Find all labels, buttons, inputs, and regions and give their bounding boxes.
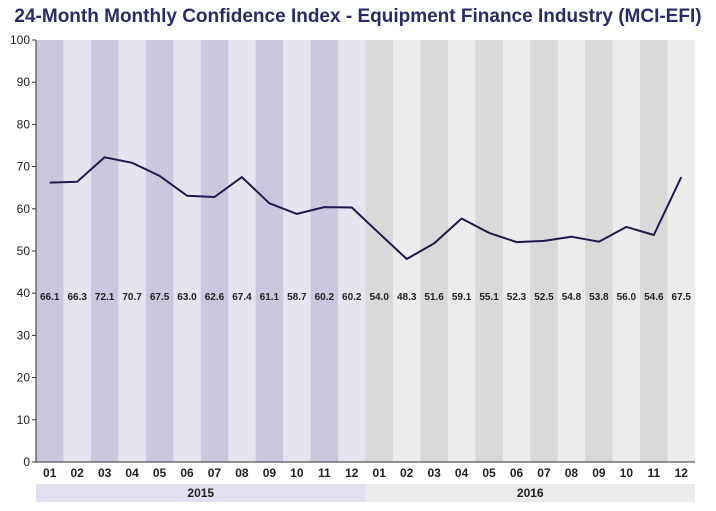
x-tick-label: 01 bbox=[373, 466, 387, 480]
x-tick-label: 11 bbox=[318, 466, 331, 480]
x-tick-label: 01 bbox=[43, 466, 57, 480]
data-label: 54.6 bbox=[644, 292, 664, 303]
series-line-group bbox=[49, 156, 683, 260]
month-band bbox=[557, 40, 586, 462]
data-label: 59.1 bbox=[452, 292, 472, 303]
month-band bbox=[365, 40, 394, 462]
month-bands bbox=[36, 40, 696, 462]
x-axis: 01 02 03 04 05 06 07 08 09 10 11 12 01 02 03 04 05 06 07 08… bbox=[36, 461, 695, 480]
x-tick-label: 08 bbox=[235, 466, 249, 480]
month-band bbox=[310, 40, 339, 462]
data-label: 67.4 bbox=[232, 292, 252, 303]
x-tick-label: 07 bbox=[208, 466, 222, 480]
data-label: 66.3 bbox=[67, 292, 87, 303]
month-band bbox=[118, 40, 147, 462]
x-tick-label: 02 bbox=[400, 466, 414, 480]
data-label: 63.0 bbox=[177, 292, 197, 303]
series-line bbox=[49, 156, 683, 260]
month-band bbox=[90, 40, 119, 462]
x-tick-label: 06 bbox=[510, 466, 524, 480]
month-band bbox=[475, 40, 504, 462]
x-tick-label: 06 bbox=[180, 466, 194, 480]
data-label: 61.1 bbox=[260, 292, 280, 303]
month-band bbox=[283, 40, 311, 462]
data-label: 52.5 bbox=[534, 292, 554, 303]
data-label: 67.5 bbox=[672, 292, 692, 303]
month-band bbox=[420, 40, 449, 462]
y-tick-label: 100 bbox=[10, 33, 30, 47]
month-band bbox=[502, 40, 531, 462]
month-band bbox=[200, 40, 229, 462]
x-tick-label: 05 bbox=[482, 466, 496, 480]
x-tick-label: 04 bbox=[455, 466, 469, 480]
x-tick-label: 11 bbox=[647, 466, 660, 480]
data-label: 55.1 bbox=[479, 292, 499, 303]
x-tick-label: 12 bbox=[345, 466, 359, 480]
y-tick-label: 40 bbox=[17, 286, 31, 300]
data-label: 62.6 bbox=[205, 292, 225, 303]
y-tick-label: 70 bbox=[17, 160, 31, 174]
data-label: 56.0 bbox=[617, 292, 637, 303]
month-band bbox=[145, 40, 174, 462]
year-bar bbox=[36, 484, 366, 502]
x-tick-label: 05 bbox=[153, 466, 167, 480]
chart-title: 24-Month Monthly Confidence Index - Equi… bbox=[14, 6, 702, 27]
x-tick-label: 02 bbox=[71, 466, 85, 480]
month-band bbox=[530, 40, 559, 462]
data-label: 54.0 bbox=[369, 292, 389, 303]
data-label: 60.2 bbox=[315, 292, 335, 303]
x-tick-label: 12 bbox=[675, 466, 689, 480]
month-band bbox=[173, 40, 202, 462]
month-band bbox=[612, 40, 641, 462]
x-tick-label: 10 bbox=[290, 466, 304, 480]
x-tick-label: 08 bbox=[565, 466, 579, 480]
y-tick-label: 50 bbox=[17, 244, 31, 258]
month-band bbox=[640, 40, 668, 462]
y-axis: 0 10 20 30 40 50 60 70 80 90 100 bbox=[10, 33, 37, 469]
y-tick-label: 30 bbox=[17, 328, 31, 342]
data-label: 53.8 bbox=[589, 292, 609, 303]
year-bar bbox=[365, 484, 695, 502]
x-tick-label: 07 bbox=[537, 466, 551, 480]
y-tick-label: 80 bbox=[17, 117, 31, 131]
month-band bbox=[63, 40, 92, 462]
y-tick-label: 10 bbox=[17, 413, 31, 427]
y-tick-label: 60 bbox=[17, 202, 31, 216]
x-tick-label: 10 bbox=[620, 466, 634, 480]
data-label: 54.8 bbox=[562, 292, 582, 303]
year-bars: 2015 2016 bbox=[36, 484, 695, 502]
y-tick-label: 20 bbox=[17, 371, 31, 385]
month-band bbox=[667, 40, 696, 462]
data-label: 58.7 bbox=[287, 292, 307, 303]
x-tick-label: 09 bbox=[592, 466, 606, 480]
x-tick-label: 03 bbox=[98, 466, 112, 480]
year-label: 2015 bbox=[187, 486, 214, 500]
x-tick-label: 03 bbox=[427, 466, 441, 480]
data-label: 60.2 bbox=[342, 292, 362, 303]
data-label: 70.7 bbox=[122, 292, 142, 303]
data-label: 67.5 bbox=[150, 292, 170, 303]
year-label: 2016 bbox=[517, 486, 544, 500]
month-band bbox=[255, 40, 284, 462]
month-band bbox=[585, 40, 613, 462]
x-tick-label: 09 bbox=[263, 466, 277, 480]
month-band bbox=[447, 40, 476, 462]
data-label: 51.6 bbox=[424, 292, 444, 303]
month-band bbox=[228, 40, 256, 462]
y-tick-label: 0 bbox=[23, 455, 30, 469]
data-label: 48.3 bbox=[397, 292, 417, 303]
month-band bbox=[338, 40, 366, 462]
data-labels: 66.1 66.3 72.1 70.7 67.5 63.0 62.6 67.4 61.1 58.7… bbox=[40, 292, 691, 303]
x-tick-label: 04 bbox=[125, 466, 139, 480]
data-label: 72.1 bbox=[95, 292, 115, 303]
month-band bbox=[36, 40, 64, 462]
y-tick-label: 90 bbox=[17, 75, 31, 89]
data-label: 66.1 bbox=[40, 292, 60, 303]
data-label: 52.3 bbox=[507, 292, 527, 303]
